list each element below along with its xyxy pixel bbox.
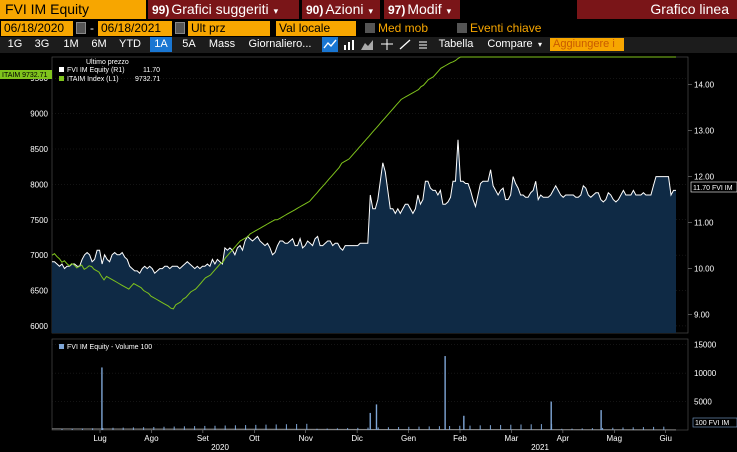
moving-avg-label: Med mob xyxy=(378,21,429,35)
range-1m-button[interactable]: 1M xyxy=(63,38,79,50)
price-series-line xyxy=(52,139,676,275)
x-axis-month-label: Gen xyxy=(401,434,416,443)
range-1d-button[interactable]: 1G xyxy=(7,38,23,50)
calendar-icon[interactable] xyxy=(76,22,86,34)
suggested-charts-menu[interactable]: 99) Grafici suggeriti ▾ xyxy=(148,0,299,19)
frequency-select[interactable]: Giornaliero... xyxy=(248,38,312,50)
price-last-tag-text: 11.70 FVI IM xyxy=(693,185,733,192)
value-tags: ITAIM 9732.71 11.70 FVI IM 100 FVI IM xyxy=(0,70,737,428)
index-last-tag xyxy=(0,70,52,79)
currency-select[interactable]: Val locale xyxy=(276,21,356,36)
dropdown-arrow-icon: ▾ xyxy=(368,6,374,16)
range-ytd-button[interactable]: YTD xyxy=(119,38,141,50)
bar-chart-icon[interactable] xyxy=(342,37,356,52)
edit-menu[interactable]: 97) Modif ▾ xyxy=(384,0,460,19)
date-from-input[interactable]: 06/18/2020 xyxy=(1,21,73,36)
chart-legend: Ultimo prezzo FVI IM Equity (R1) 11.70 I… xyxy=(59,59,160,351)
legend-index-value: 9732.71 xyxy=(135,76,160,83)
table-button[interactable]: Tabella xyxy=(438,38,474,50)
x-axis-month-label: Giu xyxy=(659,434,671,443)
volume-last-tag xyxy=(692,417,737,428)
range-6m-button[interactable]: 6M xyxy=(91,38,107,50)
actions-menu[interactable]: 90) Azioni ▾ xyxy=(302,0,380,19)
legend-price-label: FVI IM Equity (R1) xyxy=(67,67,125,74)
moving-avg-checkbox[interactable] xyxy=(365,23,375,33)
index-last-tag-text: ITAIM 9732.71 xyxy=(2,72,48,79)
x-axis-year-label: 2020 xyxy=(211,443,229,452)
legend-swatch-price xyxy=(59,67,64,72)
compare-button[interactable]: Compare xyxy=(487,38,533,50)
right-axis-tick: 14.00 xyxy=(694,81,715,90)
chart-lines xyxy=(51,56,676,310)
price-area xyxy=(52,139,676,333)
date-separator: - xyxy=(90,21,94,35)
left-axis-tick: 6500 xyxy=(30,287,48,296)
x-axis-month-label: Lug xyxy=(93,434,106,443)
x-axis-month-label: Set xyxy=(197,434,210,443)
dropdown-arrow-icon: ▾ xyxy=(446,6,452,16)
range-5y-button[interactable]: 5A xyxy=(182,38,196,50)
right-axis-tick: 10.00 xyxy=(694,265,715,274)
left-axis-tick: 8500 xyxy=(30,145,48,154)
x-axis-month-label: Nov xyxy=(299,434,313,443)
mountain-chart-icon[interactable] xyxy=(360,37,374,52)
price-last-tag xyxy=(690,181,737,193)
right-axis-tick: 13.00 xyxy=(694,127,715,136)
key-events-label: Eventi chiave xyxy=(470,21,542,35)
x-axis-month-label: Mar xyxy=(505,434,519,443)
volume-last-tag-text: 100 FVI IM xyxy=(695,420,729,427)
x-axis-month-label: Mag xyxy=(607,434,623,443)
zoom-icon[interactable] xyxy=(416,37,430,52)
x-axis-month-label: Feb xyxy=(453,434,467,443)
range-3d-button[interactable]: 3G xyxy=(34,38,50,50)
legend-swatch-index xyxy=(59,76,64,81)
index-series-line xyxy=(51,56,676,310)
volume-axis-tick: 15000 xyxy=(694,341,717,350)
volume-axis-tick: 5000 xyxy=(694,398,712,407)
x-axis-year-label: 2021 xyxy=(531,443,549,452)
x-axis-month-label: Ott xyxy=(249,434,260,443)
left-axis-tick: 7000 xyxy=(30,251,48,260)
left-axis-tick: 6000 xyxy=(30,322,48,331)
x-axis-month-label: Dic xyxy=(351,434,363,443)
volume-axis-tick: 10000 xyxy=(694,369,717,378)
legend-header: Ultimo prezzo xyxy=(86,59,129,66)
date-to-input[interactable]: 06/18/2021 xyxy=(98,21,172,36)
legend-price-value: 11.70 xyxy=(143,67,160,74)
price-field-select[interactable]: Ult prz xyxy=(188,21,270,36)
line-chart-icon[interactable] xyxy=(322,37,338,52)
price-fill xyxy=(52,139,676,333)
annotation-icon[interactable] xyxy=(398,37,412,52)
crosshair-icon[interactable] xyxy=(380,37,394,52)
legend-swatch-volume xyxy=(59,344,64,349)
security-ticker[interactable]: FVI IM Equity xyxy=(0,0,146,19)
legend-index-label: ITAIM Index (L1) xyxy=(67,76,119,83)
right-axis-tick: 12.00 xyxy=(694,173,715,182)
right-axis-tick: 9.00 xyxy=(694,311,710,320)
legend-volume-label: FVI IM Equity - Volume 100 xyxy=(67,344,152,351)
dropdown-arrow-icon[interactable]: ▾ xyxy=(537,40,542,49)
range-max-button[interactable]: Mass xyxy=(208,38,236,50)
dropdown-arrow-icon: ▾ xyxy=(273,6,279,16)
calendar-icon[interactable] xyxy=(175,22,185,34)
volume-panel xyxy=(51,356,677,431)
chart-type-title[interactable]: Grafico linea xyxy=(577,0,737,19)
x-axis-month-label: Ago xyxy=(144,434,159,443)
left-axis-tick: 9000 xyxy=(30,110,48,119)
right-axis-tick: 11.00 xyxy=(694,219,714,228)
left-axis-tick: 8000 xyxy=(30,180,48,189)
left-axis-tick: 7500 xyxy=(30,216,48,225)
chart-axes: 9500900085008000750070006500600014.0013.… xyxy=(30,74,717,452)
key-events-checkbox[interactable] xyxy=(457,23,467,33)
range-1y-button[interactable]: 1A xyxy=(150,37,172,52)
add-security-input[interactable]: Aggiungere i xyxy=(550,38,624,51)
x-axis-month-label: Apr xyxy=(557,434,570,443)
